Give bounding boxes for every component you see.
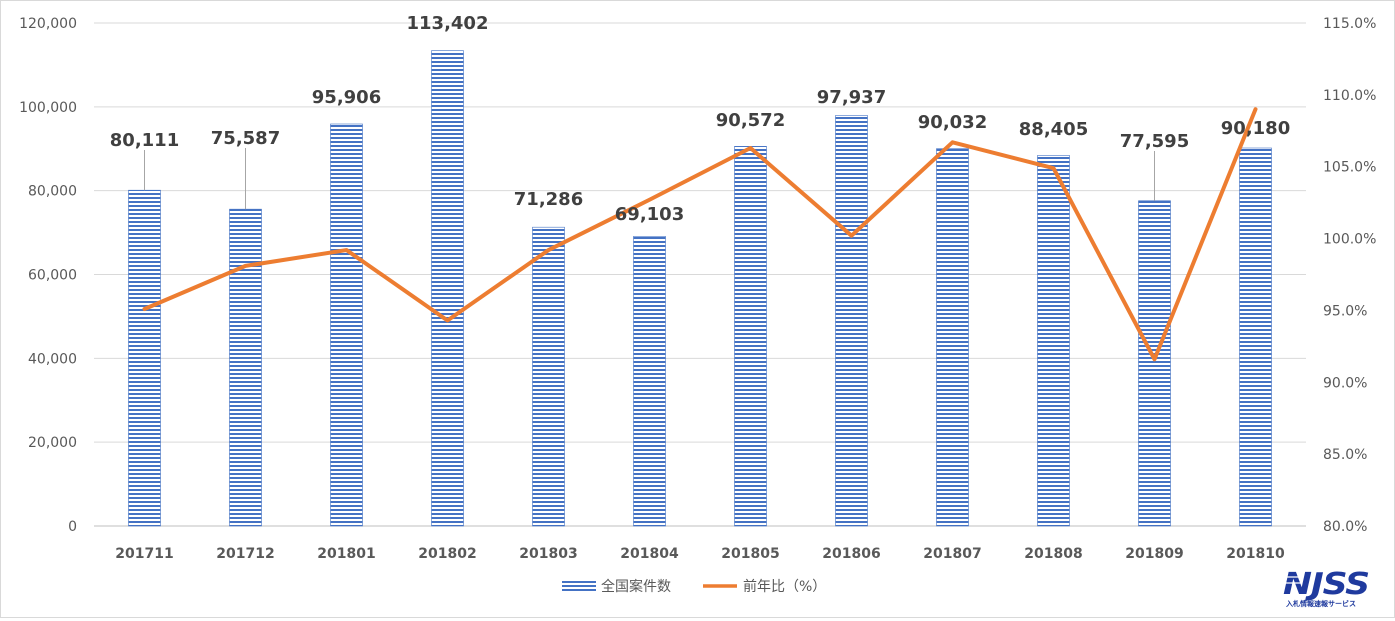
legend-item-bars[interactable]: 全国案件数 [562, 578, 671, 595]
label-leader-lines [144, 148, 1155, 210]
line-point[interactable] [244, 264, 247, 268]
right-axis-ticks: 80.0% 85.0% 90.0% 95.0% 100.0% 105.0% 110.0% 11… [1323, 16, 1376, 535]
bar-value-label: 97,937 [817, 87, 886, 108]
bar-value-label: 71,286 [514, 189, 583, 210]
left-tick-label: 120,000 [19, 16, 77, 32]
legend-item-line[interactable]: 前年比（%） [703, 578, 826, 595]
right-tick-label: 80.0% [1323, 519, 1367, 535]
line-point[interactable] [1153, 357, 1156, 361]
x-tick-label: 201809 [1125, 546, 1183, 562]
x-tick-label: 201711 [115, 546, 173, 562]
logo-wordmark: NJSS [1283, 567, 1369, 602]
x-tick-label: 201808 [1024, 546, 1082, 562]
bar-value-label: 77,595 [1120, 131, 1189, 152]
left-tick-label: 0 [68, 519, 77, 535]
x-tick-label: 201807 [923, 546, 981, 562]
bar[interactable] [1239, 147, 1272, 527]
bar[interactable] [633, 236, 666, 527]
bar[interactable] [734, 146, 767, 527]
line-point[interactable] [1254, 107, 1257, 111]
legend-line-label: 前年比（%） [743, 578, 826, 595]
line-series [142, 107, 1258, 362]
x-tick-label: 201805 [721, 546, 779, 562]
left-tick-label: 20,000 [28, 435, 77, 451]
bar-value-label: 95,906 [312, 87, 381, 108]
left-tick-label: 60,000 [28, 268, 77, 284]
bar-value-label: 75,587 [211, 128, 280, 149]
left-axis-ticks: 0 20,000 40,000 60,000 80,000 100,000 120,000 [19, 16, 77, 535]
right-tick-label: 95.0% [1323, 303, 1367, 319]
gridlines [94, 22, 1306, 527]
x-tick-label: 201810 [1226, 546, 1285, 562]
bar-value-label: 88,405 [1019, 119, 1088, 140]
x-tick-label: 201802 [418, 546, 476, 562]
right-tick-label: 110.0% [1323, 88, 1376, 104]
bar[interactable] [431, 50, 464, 527]
bar-value-label: 90,572 [716, 110, 785, 131]
line-point[interactable] [345, 248, 348, 252]
left-tick-label: 40,000 [28, 351, 77, 367]
left-tick-label: 100,000 [19, 100, 77, 116]
left-tick-label: 80,000 [28, 184, 77, 200]
line-point[interactable] [749, 146, 752, 150]
right-tick-label: 90.0% [1323, 375, 1367, 391]
line-point[interactable] [547, 248, 550, 252]
njss-logo: NJSS 入札情報速報サービス [1283, 567, 1370, 608]
line-point[interactable] [143, 307, 146, 311]
bar[interactable] [936, 148, 969, 527]
bar[interactable] [1138, 200, 1171, 527]
bar-series [128, 50, 1272, 527]
bar-value-label: 69,103 [615, 204, 684, 225]
logo-subtitle: 入札情報速報サービス [1285, 599, 1356, 608]
right-tick-label: 105.0% [1323, 160, 1376, 176]
bar-value-label: 80,111 [110, 130, 179, 151]
legend-bar-label: 全国案件数 [601, 578, 671, 595]
data-labels: 80,111 75,587 95,906 113,402 71,286 69,103 90,… [110, 13, 1290, 225]
right-tick-label: 100.0% [1323, 232, 1376, 248]
bar[interactable] [128, 189, 161, 527]
legend-bar-swatch [562, 581, 596, 591]
bar-value-label: 113,402 [407, 13, 489, 34]
bar[interactable] [229, 208, 262, 527]
line-point[interactable] [850, 234, 853, 238]
yoy-line[interactable] [142, 107, 1258, 362]
right-tick-label: 85.0% [1323, 447, 1367, 463]
legend: 全国案件数 前年比（%） [562, 578, 826, 595]
bar-value-label: 90,032 [918, 112, 987, 133]
x-axis-ticks: 201711 201712 201801 201802 201803 201804 2018… [115, 546, 1285, 562]
bar[interactable] [1037, 155, 1070, 527]
line-point[interactable] [951, 140, 954, 144]
x-tick-label: 201801 [317, 546, 375, 562]
bar[interactable] [835, 115, 868, 527]
bar[interactable] [532, 226, 565, 527]
line-point[interactable] [648, 198, 651, 202]
line-point[interactable] [446, 318, 449, 322]
bar-value-label: 90,180 [1221, 118, 1290, 139]
line-point[interactable] [1052, 166, 1055, 170]
x-tick-label: 201804 [620, 546, 679, 562]
x-tick-label: 201712 [216, 546, 274, 562]
x-tick-label: 201803 [519, 546, 577, 562]
bar[interactable] [330, 123, 363, 527]
x-tick-label: 201806 [822, 546, 880, 562]
right-tick-label: 115.0% [1323, 16, 1376, 32]
